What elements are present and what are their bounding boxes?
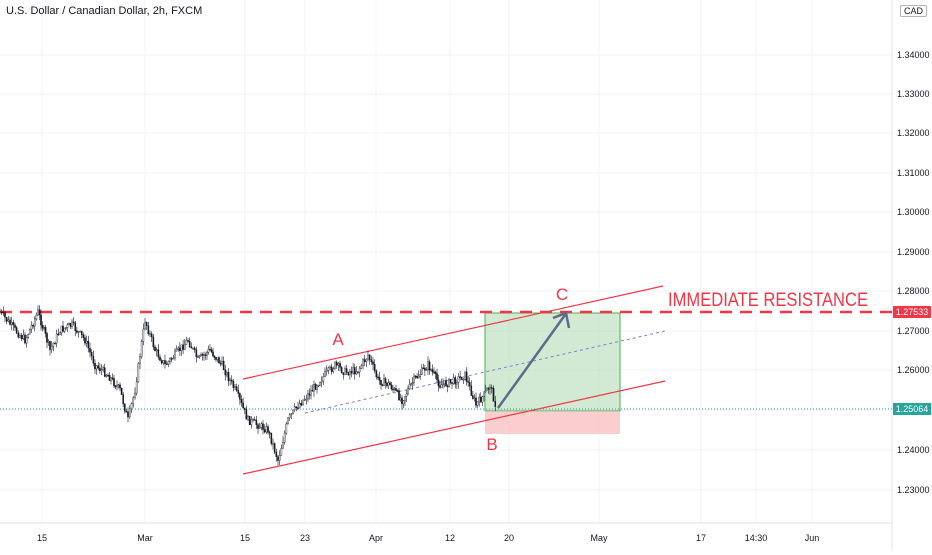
time-tick-label: Mar [137, 533, 153, 543]
time-tick-label: 14:30 [745, 533, 768, 543]
stop-zone[interactable] [485, 411, 620, 434]
price-tick-label: 1.27000 [897, 326, 930, 336]
symbol-title: U.S. Dollar / Canadian Dollar, 2h, FXCM [6, 5, 203, 17]
price-tick-label: 1.28000 [897, 286, 930, 296]
time-tick-label: 20 [504, 533, 514, 543]
wave-label-c: C [556, 285, 568, 304]
svg-text:1.25064: 1.25064 [896, 404, 929, 414]
price-tick-label: 1.32000 [897, 128, 930, 138]
price-tick-label: 1.31000 [897, 168, 930, 178]
resistance-label: IMMEDIATE RESISTANCE [668, 290, 868, 311]
projection-arrow[interactable] [496, 314, 567, 409]
time-tick-label: Apr [369, 533, 383, 543]
time-tick-label: 17 [696, 533, 706, 543]
candlestick-series [0, 305, 497, 466]
grid-lines [0, 0, 892, 523]
time-tick-label: 12 [445, 533, 455, 543]
price-tick-label: 1.34000 [897, 50, 930, 60]
currency-badge[interactable]: CAD [900, 5, 928, 17]
time-tick-label: May [590, 533, 608, 543]
projection-arrowhead-icon [552, 311, 571, 329]
svg-text:1.27533: 1.27533 [896, 307, 929, 317]
wave-label-a: A [332, 330, 344, 349]
channel-midline[interactable] [304, 330, 666, 414]
price-axis[interactable]: 1.34000 1.33000 1.32000 1.31000 1.30000 1.290… [897, 50, 930, 495]
price-tick-label: 1.26000 [897, 365, 930, 375]
price-tick-label: 1.24000 [897, 445, 930, 455]
time-tick-label: 23 [300, 533, 310, 543]
channel-upper-line[interactable] [242, 285, 664, 380]
price-tick-label: 1.30000 [897, 207, 930, 217]
channel-lower-line[interactable] [242, 380, 666, 475]
current-price-tag: 1.25064 [893, 403, 931, 415]
time-tick-label: 15 [37, 533, 47, 543]
resistance-price-tag: 1.27533 [893, 306, 931, 318]
time-tick-label: 15 [240, 533, 250, 543]
price-tick-label: 1.23000 [897, 485, 930, 495]
time-axis[interactable]: 15 Mar 15 23 Apr 12 20 May 17 14:30 Jun [37, 533, 819, 543]
time-tick-label: Jun [805, 533, 820, 543]
wave-label-b: B [486, 435, 497, 454]
price-tick-label: 1.33000 [897, 89, 930, 99]
price-tick-label: 1.29000 [897, 247, 930, 257]
